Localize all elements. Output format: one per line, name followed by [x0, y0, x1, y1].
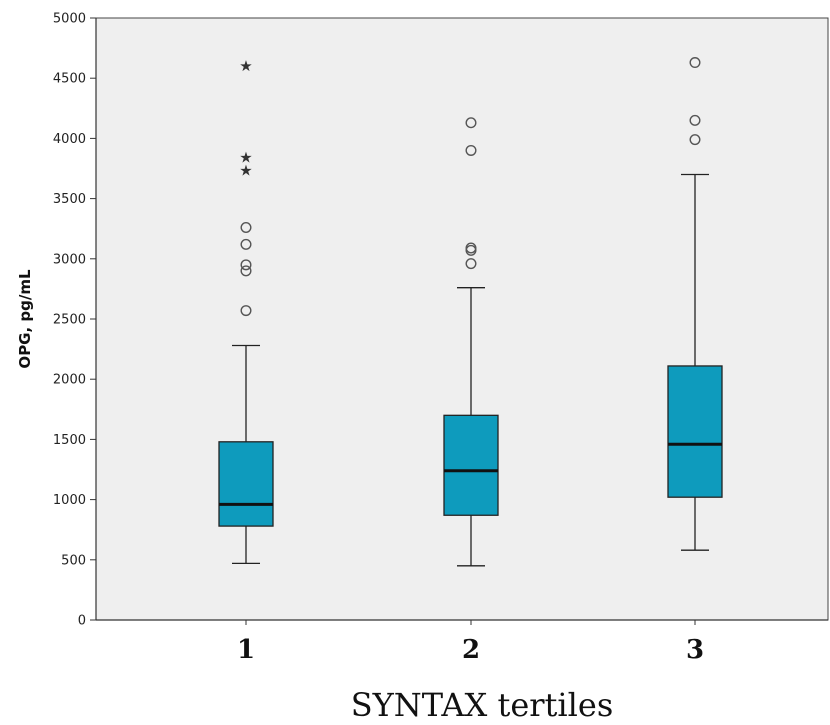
- y-tick-label: 3000: [53, 252, 86, 267]
- box-group-1: ★★★: [218, 57, 274, 565]
- box-group-3: [667, 57, 723, 551]
- y-tick-label: 5000: [53, 12, 86, 27]
- x-axis: 1 2 3: [96, 619, 828, 665]
- x-tick-label: 3: [686, 635, 704, 665]
- iqr-box: [667, 365, 723, 498]
- outlier-point: [465, 242, 477, 254]
- outlier-point: [240, 259, 252, 271]
- outlier-point: [240, 305, 252, 317]
- outlier-point: [240, 238, 252, 250]
- y-tick-label: 1500: [53, 433, 86, 448]
- y-tick-label: 2500: [53, 313, 86, 328]
- x-tick-label: 2: [462, 635, 480, 665]
- outlier-point: [465, 144, 477, 156]
- outlier-point: [240, 221, 252, 233]
- y-axis: 0 500 1000 1500 2000 2500 3000 3500 4000 4500 5000: [53, 12, 97, 629]
- outlier-point: [465, 258, 477, 270]
- x-axis-label: SYNTAX tertiles: [351, 686, 613, 724]
- iqr-box: [443, 414, 499, 516]
- extreme-point: ★: [239, 57, 252, 75]
- iqr-box: [218, 441, 274, 527]
- y-tick-label: 3500: [53, 192, 86, 207]
- extreme-point: ★: [239, 148, 252, 166]
- y-tick-label: 0: [78, 614, 86, 629]
- outlier-point: [689, 134, 701, 146]
- plot-area: [95, 17, 829, 621]
- y-tick-label: 4500: [53, 72, 86, 87]
- outlier-point: [689, 57, 701, 69]
- x-tick-label: 1: [237, 635, 255, 665]
- y-tick-label: 4000: [53, 132, 86, 147]
- extreme-point: ★: [239, 162, 252, 180]
- box-series: ★★★: [218, 57, 723, 567]
- outlier-point: [689, 114, 701, 126]
- outlier-point: [240, 265, 252, 277]
- outlier-point: [465, 117, 477, 129]
- y-tick-label: 2000: [53, 373, 86, 388]
- box-group-2: [443, 117, 499, 567]
- y-tick-label: 1000: [53, 493, 86, 508]
- y-tick-label: 500: [61, 553, 86, 568]
- y-axis-label: OPG, pg/mL: [16, 269, 34, 369]
